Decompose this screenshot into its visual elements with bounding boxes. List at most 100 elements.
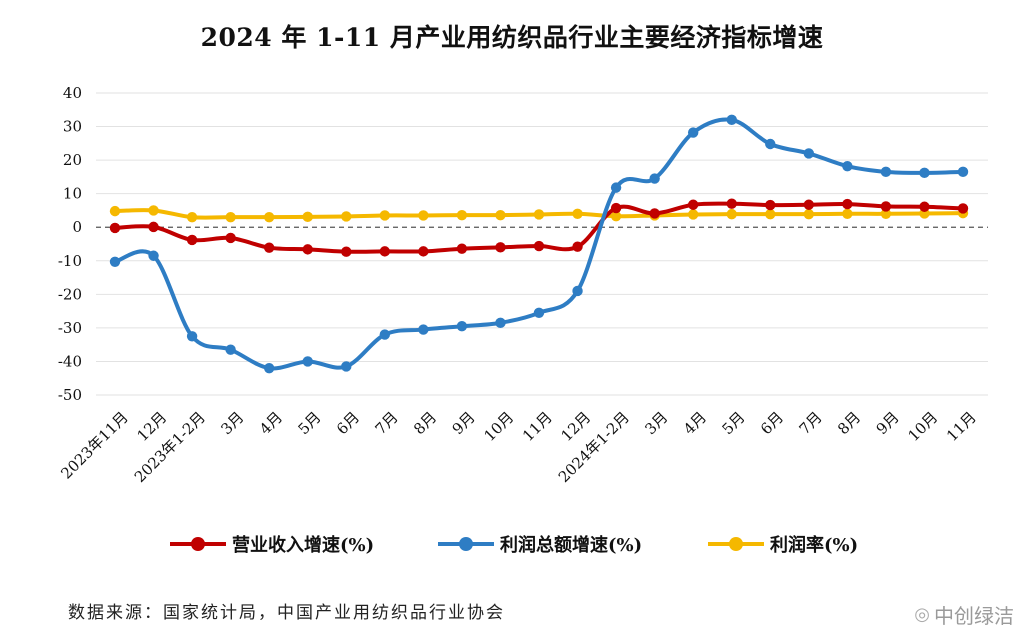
data-source-note: 数据来源：国家统计局，中国产业用纺织品行业协会 bbox=[68, 603, 505, 623]
data-point bbox=[687, 127, 699, 138]
data-point bbox=[726, 208, 737, 220]
data-point bbox=[803, 199, 815, 210]
data-point bbox=[418, 246, 429, 257]
data-point bbox=[148, 250, 159, 261]
data-point bbox=[880, 166, 892, 178]
legend-item-margin: 利润率(%) bbox=[708, 529, 858, 559]
data-point bbox=[341, 361, 352, 372]
x-tick-label: 9月 bbox=[449, 408, 479, 438]
data-point bbox=[610, 210, 622, 222]
data-point bbox=[302, 244, 313, 255]
y-tick-label: 40 bbox=[63, 84, 82, 102]
legend-swatch-profit bbox=[438, 534, 494, 554]
data-point bbox=[726, 114, 737, 126]
legend-label-profit: 利润总额增速(%) bbox=[500, 535, 643, 556]
x-tick-label: 8月 bbox=[410, 408, 440, 438]
x-tick-label: 10月 bbox=[904, 408, 941, 445]
data-point bbox=[263, 242, 275, 253]
x-tick-label: 7月 bbox=[372, 408, 402, 438]
data-point bbox=[842, 208, 853, 219]
x-tick-label: 3月 bbox=[641, 408, 671, 438]
chart-title: 2024 年 1-11 月产业用纺织品行业主要经济指标增速 bbox=[200, 23, 824, 52]
data-point bbox=[379, 246, 391, 257]
data-point bbox=[225, 344, 236, 355]
legend-item-revenue: 营业收入增速(%) bbox=[170, 529, 374, 559]
data-point bbox=[495, 317, 506, 329]
x-tick-label: 2023年1-2月 bbox=[131, 408, 209, 486]
data-point bbox=[495, 242, 506, 253]
data-point bbox=[225, 232, 236, 244]
data-point bbox=[765, 208, 776, 220]
data-point bbox=[649, 173, 660, 184]
x-tick-label: 10月 bbox=[480, 408, 517, 445]
data-point bbox=[456, 209, 468, 221]
data-point bbox=[765, 199, 776, 211]
legend-swatch-revenue bbox=[170, 534, 226, 554]
data-point bbox=[148, 205, 159, 216]
y-tick-label: -40 bbox=[58, 352, 82, 370]
x-tick-label: 4月 bbox=[680, 408, 710, 438]
data-point bbox=[186, 211, 198, 223]
data-point bbox=[341, 246, 352, 257]
legend: 营业收入增速(%) 利润总额增速(%) 利润率(%) bbox=[0, 529, 1024, 559]
y-tick-label: -50 bbox=[58, 386, 82, 404]
data-point bbox=[919, 201, 930, 212]
watermark: ◎ 中创绿洁 bbox=[914, 600, 1014, 629]
y-tick-label: 10 bbox=[63, 185, 82, 203]
data-point bbox=[186, 234, 198, 246]
data-point bbox=[379, 329, 391, 340]
data-point bbox=[957, 203, 969, 214]
watermark-text: 中创绿洁 bbox=[934, 604, 1014, 628]
data-point bbox=[687, 199, 699, 210]
x-tick-label: 11月 bbox=[943, 408, 980, 445]
x-tick-label: 2024年1-2月 bbox=[555, 408, 633, 486]
legend-item-profit: 利润总额增速(%) bbox=[438, 529, 642, 559]
x-tick-label: 2023年11月 bbox=[57, 408, 131, 482]
data-point bbox=[572, 285, 583, 297]
data-point bbox=[418, 210, 429, 221]
data-point bbox=[263, 362, 275, 374]
legend-label-revenue: 营业收入增速(%) bbox=[232, 535, 375, 556]
legend-label-margin: 利润率(%) bbox=[770, 535, 859, 556]
data-point bbox=[919, 167, 930, 179]
data-point bbox=[610, 182, 622, 193]
y-tick-label: 30 bbox=[63, 118, 82, 136]
data-point bbox=[109, 256, 121, 267]
data-point bbox=[379, 210, 391, 221]
data-point bbox=[572, 208, 583, 219]
x-tick-label: 4月 bbox=[256, 408, 286, 438]
data-point bbox=[803, 148, 815, 159]
data-point bbox=[610, 202, 622, 214]
y-tick-label: 0 bbox=[72, 218, 82, 236]
x-tick-label: 11月 bbox=[519, 408, 556, 445]
y-tick-label: 20 bbox=[63, 151, 82, 169]
data-point bbox=[225, 211, 236, 223]
data-point bbox=[880, 201, 892, 212]
y-tick-label: -20 bbox=[58, 285, 82, 303]
data-point bbox=[418, 324, 429, 335]
data-point bbox=[726, 198, 737, 209]
legend-swatch-margin bbox=[708, 534, 764, 554]
x-tick-label: 5月 bbox=[718, 408, 748, 438]
data-point bbox=[495, 209, 506, 221]
data-point bbox=[880, 208, 892, 219]
x-tick-label: 6月 bbox=[757, 408, 787, 438]
x-tick-label: 7月 bbox=[796, 408, 826, 438]
data-point bbox=[456, 243, 468, 254]
data-point bbox=[302, 356, 313, 367]
data-point bbox=[186, 331, 198, 342]
data-point bbox=[533, 307, 545, 318]
data-point bbox=[302, 211, 313, 223]
y-tick-label: -10 bbox=[58, 252, 82, 270]
data-point bbox=[957, 166, 969, 178]
x-tick-label: 3月 bbox=[217, 408, 247, 438]
data-point bbox=[687, 209, 699, 220]
data-point bbox=[456, 321, 468, 332]
data-point bbox=[765, 138, 776, 150]
data-point bbox=[148, 221, 159, 233]
data-point bbox=[533, 209, 545, 220]
data-point bbox=[842, 160, 853, 172]
x-tick-label: 8月 bbox=[834, 408, 864, 438]
data-point bbox=[109, 205, 121, 217]
